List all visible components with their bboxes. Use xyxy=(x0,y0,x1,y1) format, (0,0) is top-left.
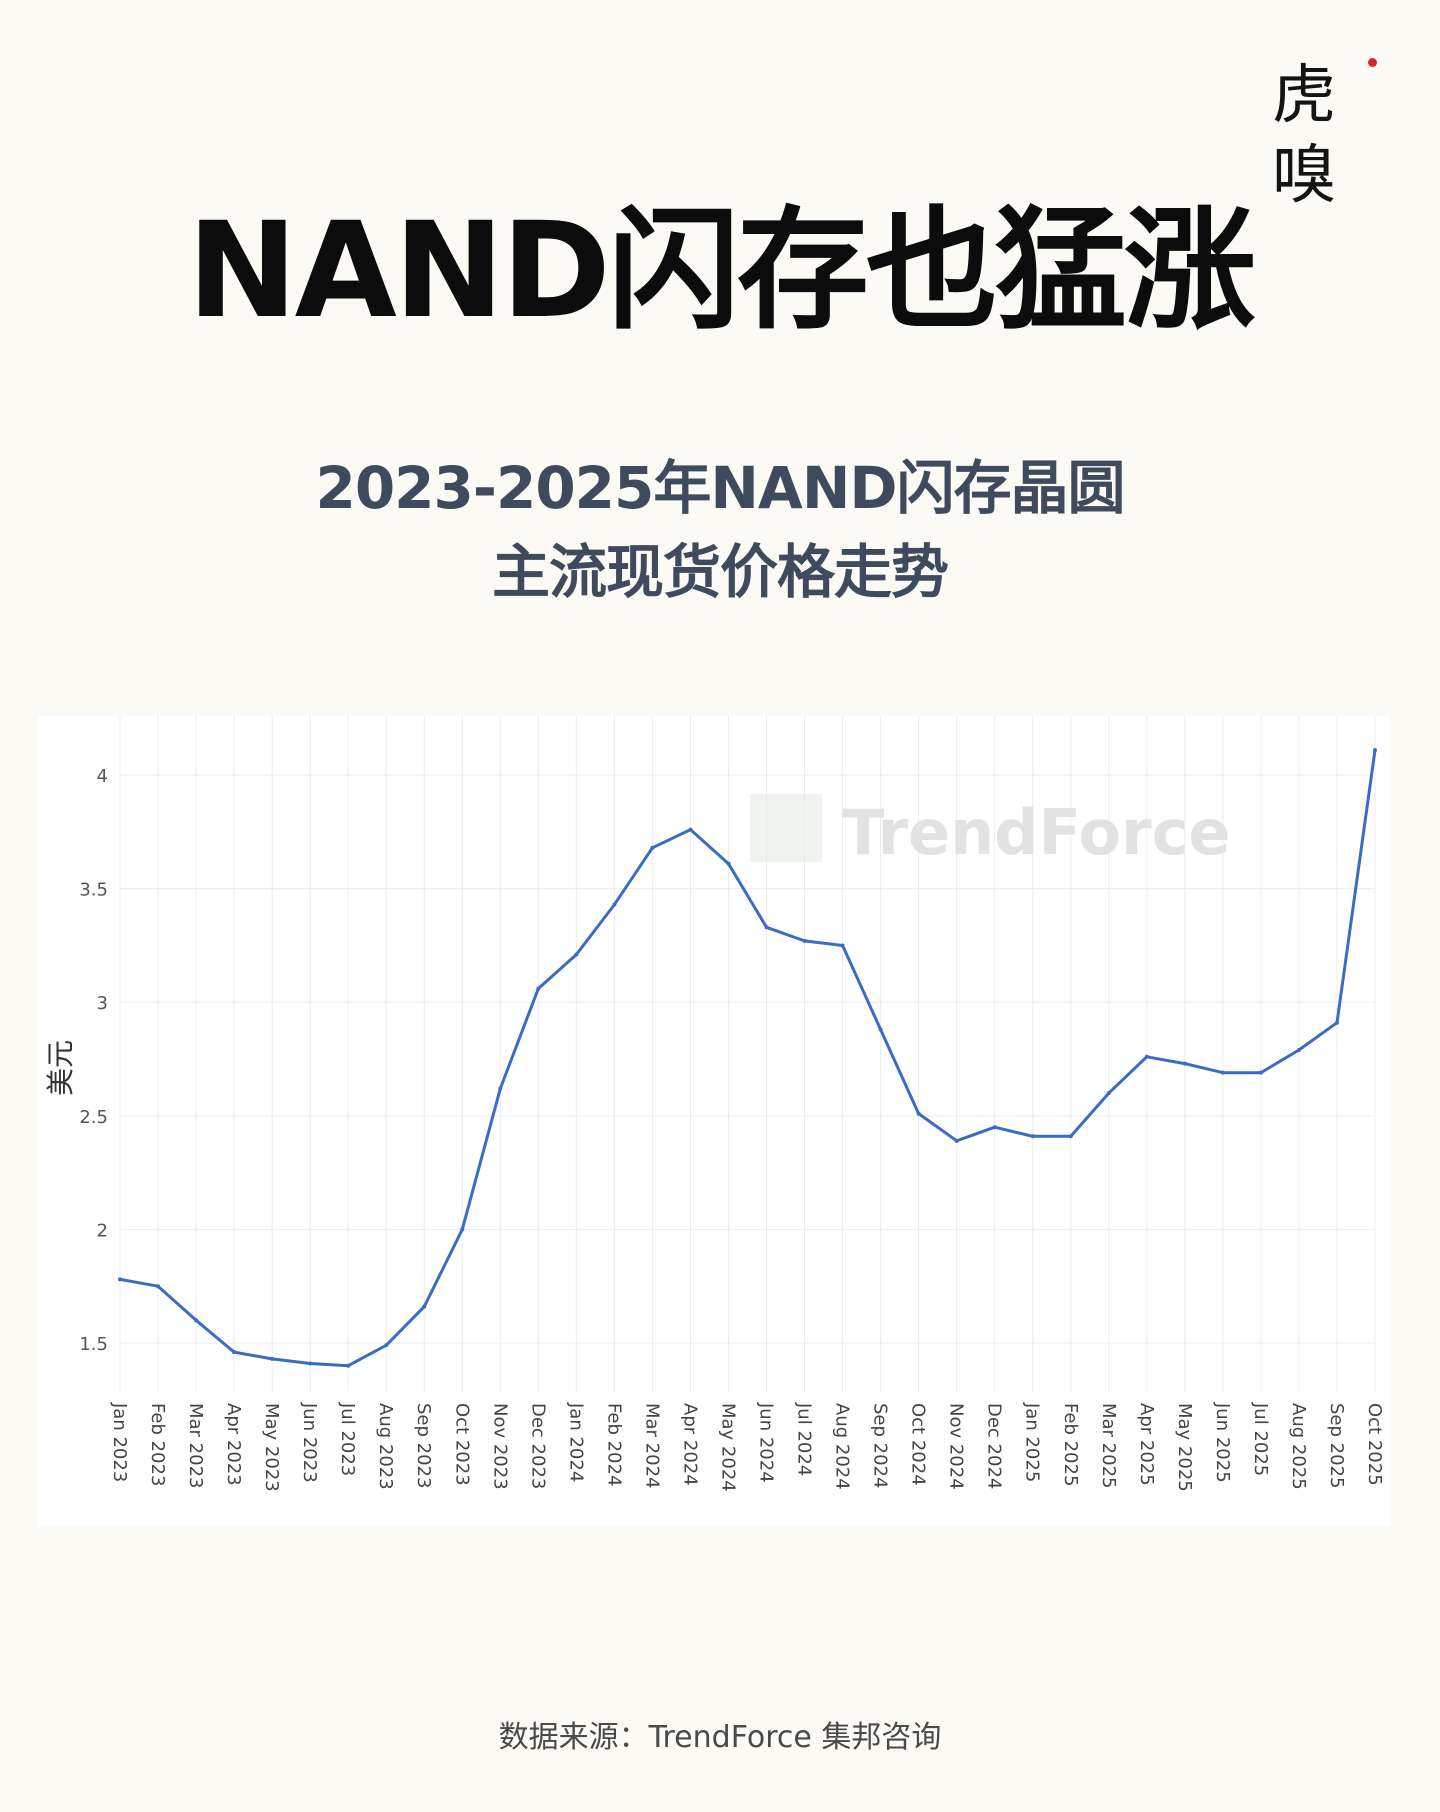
x-tick-label: Dec 2024 xyxy=(984,1403,1005,1489)
x-tick-label: Mar 2024 xyxy=(641,1403,662,1489)
x-tick-label: Feb 2023 xyxy=(147,1403,168,1486)
x-tick-label: Jul 2023 xyxy=(337,1402,358,1476)
data-point xyxy=(688,827,693,832)
x-tick-label: May 2025 xyxy=(1174,1403,1195,1492)
x-tick-label: Apr 2024 xyxy=(680,1403,701,1486)
x-tick-label: Dec 2023 xyxy=(527,1403,548,1489)
x-tick-label: Mar 2025 xyxy=(1098,1403,1119,1489)
y-tick-label: 1.5 xyxy=(79,1334,108,1355)
x-tick-label: Nov 2023 xyxy=(489,1403,510,1490)
data-point xyxy=(346,1363,351,1368)
data-point xyxy=(916,1111,921,1116)
data-point xyxy=(498,1086,503,1091)
x-tick-label: May 2024 xyxy=(718,1403,739,1492)
data-point xyxy=(1258,1070,1263,1075)
y-tick-label: 2.5 xyxy=(79,1107,108,1128)
line-chart-svg: 1.5 2 2.5 3 3.5 4 TrendForce 美元 Jan 2023 Feb 2023… xyxy=(44,716,1385,1492)
data-point xyxy=(118,1277,122,1282)
data-point xyxy=(1373,748,1377,753)
data-point xyxy=(270,1356,275,1361)
x-tick-label: Jan 2024 xyxy=(565,1402,586,1482)
data-point xyxy=(612,902,617,907)
data-point xyxy=(1182,1061,1187,1066)
subtitle-line-2: 主流现货价格走势 xyxy=(491,538,949,606)
x-tick-label: Aug 2023 xyxy=(375,1403,396,1490)
x-tick-label: Jan 2023 xyxy=(109,1402,130,1482)
data-point xyxy=(232,1350,237,1355)
line-chart: 1.5 2 2.5 3 3.5 4 TrendForce 美元 Jan 2023 Feb 2023… xyxy=(38,716,1390,1526)
data-point xyxy=(536,986,541,991)
data-point xyxy=(992,1125,997,1130)
data-point xyxy=(1144,1054,1149,1059)
x-tick-label: Jan 2025 xyxy=(1022,1402,1043,1482)
x-tick-label: Feb 2025 xyxy=(1060,1403,1081,1486)
x-tick-label: Mar 2023 xyxy=(185,1403,206,1489)
x-tick-label: Sep 2025 xyxy=(1326,1403,1347,1488)
data-point xyxy=(802,938,807,943)
data-point xyxy=(764,925,769,930)
data-point xyxy=(1030,1134,1035,1139)
x-tick-label: Sep 2023 xyxy=(413,1403,434,1488)
watermark-text: TrendForce xyxy=(842,796,1230,869)
chart-subtitle: 2023-2025年NAND闪存晶圆 主流现货价格走势 xyxy=(0,446,1440,614)
y-tick-label: 3.5 xyxy=(79,880,108,901)
data-source: 数据来源：TrendForce 集邦咨询 xyxy=(498,1720,942,1755)
data-point xyxy=(1068,1134,1073,1139)
y-tick-label: 3 xyxy=(97,993,108,1014)
x-tick-label: Jun 2025 xyxy=(1212,1402,1233,1483)
x-tick-label: Sep 2024 xyxy=(870,1403,891,1488)
y-axis-label: 美元 xyxy=(44,1040,77,1096)
data-point xyxy=(384,1343,389,1348)
data-point xyxy=(840,943,845,948)
x-tick-label: May 2023 xyxy=(261,1403,282,1492)
x-tick-label: Jul 2025 xyxy=(1250,1402,1271,1476)
y-tick-label: 4 xyxy=(97,766,108,787)
series-line xyxy=(118,748,1377,1368)
data-point xyxy=(650,845,655,850)
data-point xyxy=(460,1227,465,1232)
logo-accent-dot xyxy=(1368,58,1377,67)
data-point xyxy=(1220,1070,1225,1075)
x-tick-label: Aug 2024 xyxy=(832,1403,853,1490)
subtitle-line-1: 2023-2025年NAND闪存晶圆 xyxy=(315,454,1125,522)
x-tick-label: Oct 2023 xyxy=(451,1403,472,1486)
data-point xyxy=(1334,1020,1339,1025)
data-point xyxy=(726,861,731,866)
data-point xyxy=(954,1138,959,1143)
headline: NAND闪存也猛涨 xyxy=(187,194,1256,348)
y-tick-label: 2 xyxy=(97,1220,108,1241)
x-tick-label: Oct 2025 xyxy=(1364,1403,1385,1486)
x-tick-label: Jul 2024 xyxy=(794,1402,815,1476)
data-point xyxy=(878,1027,883,1032)
data-point xyxy=(422,1304,427,1309)
brand-logo: 虎嗅 xyxy=(1272,59,1336,213)
x-tick-label: Apr 2025 xyxy=(1136,1403,1157,1486)
data-point xyxy=(574,952,579,957)
x-tick-label: Apr 2023 xyxy=(223,1403,244,1486)
x-tick-label: Feb 2024 xyxy=(603,1403,624,1486)
data-point xyxy=(1296,1047,1301,1052)
data-point xyxy=(1106,1091,1111,1096)
x-tick-label: Oct 2024 xyxy=(908,1403,929,1486)
data-point xyxy=(194,1318,199,1323)
data-point xyxy=(308,1361,313,1366)
x-tick-label: Jun 2023 xyxy=(299,1402,320,1483)
watermark-logo-icon xyxy=(750,794,822,862)
data-point xyxy=(156,1284,161,1289)
x-tick-label: Nov 2024 xyxy=(946,1403,967,1490)
x-tick-label: Jun 2024 xyxy=(756,1402,777,1483)
x-tick-label: Aug 2025 xyxy=(1288,1403,1309,1490)
